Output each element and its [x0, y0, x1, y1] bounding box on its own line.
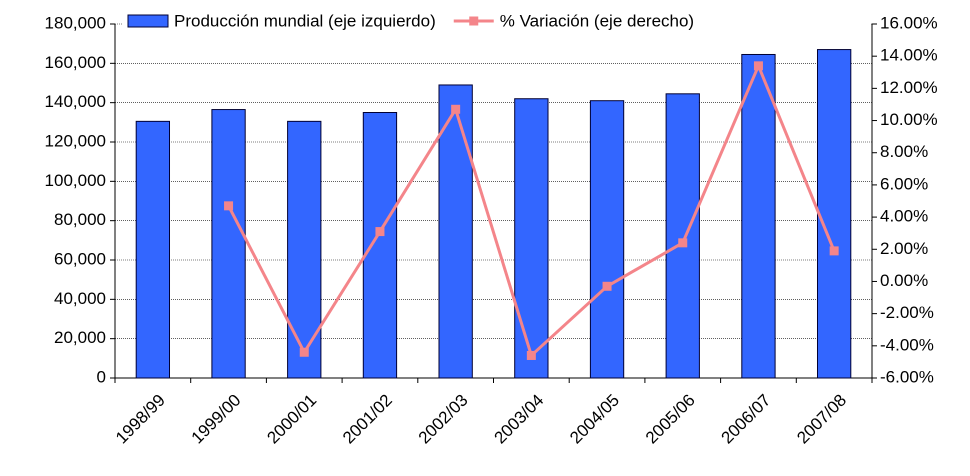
y2-tick-label: 12.00%	[880, 78, 938, 97]
bar	[362, 112, 398, 379]
x-tick-label: 2003/04	[490, 391, 547, 448]
x-tick-label: 2007/08	[793, 391, 850, 448]
y2-tick-label: 14.00%	[880, 46, 938, 65]
y-tick-label: 100,000	[45, 171, 106, 190]
bar	[211, 109, 246, 379]
bar	[514, 98, 549, 379]
y-tick-label: 120,000	[45, 131, 106, 150]
y-tick-label: 0	[97, 367, 106, 386]
marker	[829, 246, 839, 256]
x-tick-label: 2001/02	[339, 391, 396, 448]
bar	[589, 100, 625, 379]
y2-tick-label: 6.00%	[880, 174, 928, 193]
bar	[287, 120, 322, 379]
marker	[678, 238, 688, 248]
bar	[816, 49, 852, 379]
y-tick-label: 60,000	[54, 249, 106, 268]
y-tick-label: 80,000	[54, 210, 106, 229]
marker	[224, 201, 234, 211]
x-tick-label: 2002/03	[415, 391, 472, 448]
y-tick-label: 180,000	[45, 13, 106, 32]
y2-tick-label: -4.00%	[880, 335, 934, 354]
x-tick-label: 2004/05	[566, 391, 623, 448]
y2-tick-label: 8.00%	[880, 142, 928, 161]
legend-label: Producción mundial (eje izquierdo)	[174, 11, 436, 30]
y-tick-label: 40,000	[54, 289, 106, 308]
marker	[753, 61, 763, 71]
y2-tick-label: 16.00%	[880, 13, 938, 32]
bar	[438, 84, 473, 379]
legend: Producción mundial (eje izquierdo) % Vari…	[122, 8, 870, 36]
y-tick-label: 140,000	[45, 92, 106, 111]
marker	[602, 281, 612, 291]
x-tick-label: 1998/99	[112, 391, 169, 448]
x-tick-label: 1999/00	[188, 391, 245, 448]
marker	[299, 347, 309, 357]
bar	[741, 53, 776, 379]
y2-tick-label: -2.00%	[880, 303, 934, 322]
x-tick-label: 2006/07	[718, 391, 775, 448]
marker	[526, 350, 536, 360]
y-tick-label: 20,000	[54, 328, 106, 347]
y2-tick-label: 4.00%	[880, 207, 928, 226]
y-tick-label: 160,000	[45, 53, 106, 72]
x-tick-label: 2000/01	[263, 391, 320, 448]
marker	[375, 227, 385, 237]
bar	[135, 120, 171, 379]
y2-tick-label: -6.00%	[880, 367, 934, 386]
bar	[665, 93, 700, 379]
y2-tick-label: 2.00%	[880, 239, 928, 258]
legend-swatch	[469, 16, 479, 26]
y2-tick-label: 0.00%	[880, 271, 928, 290]
x-tick-label: 2005/06	[642, 391, 699, 448]
legend-swatch	[127, 14, 169, 28]
legend-label: % Variación (eje derecho)	[500, 11, 694, 30]
marker	[451, 104, 461, 114]
y2-tick-label: 10.00%	[880, 110, 938, 129]
legend-box	[122, 8, 870, 36]
